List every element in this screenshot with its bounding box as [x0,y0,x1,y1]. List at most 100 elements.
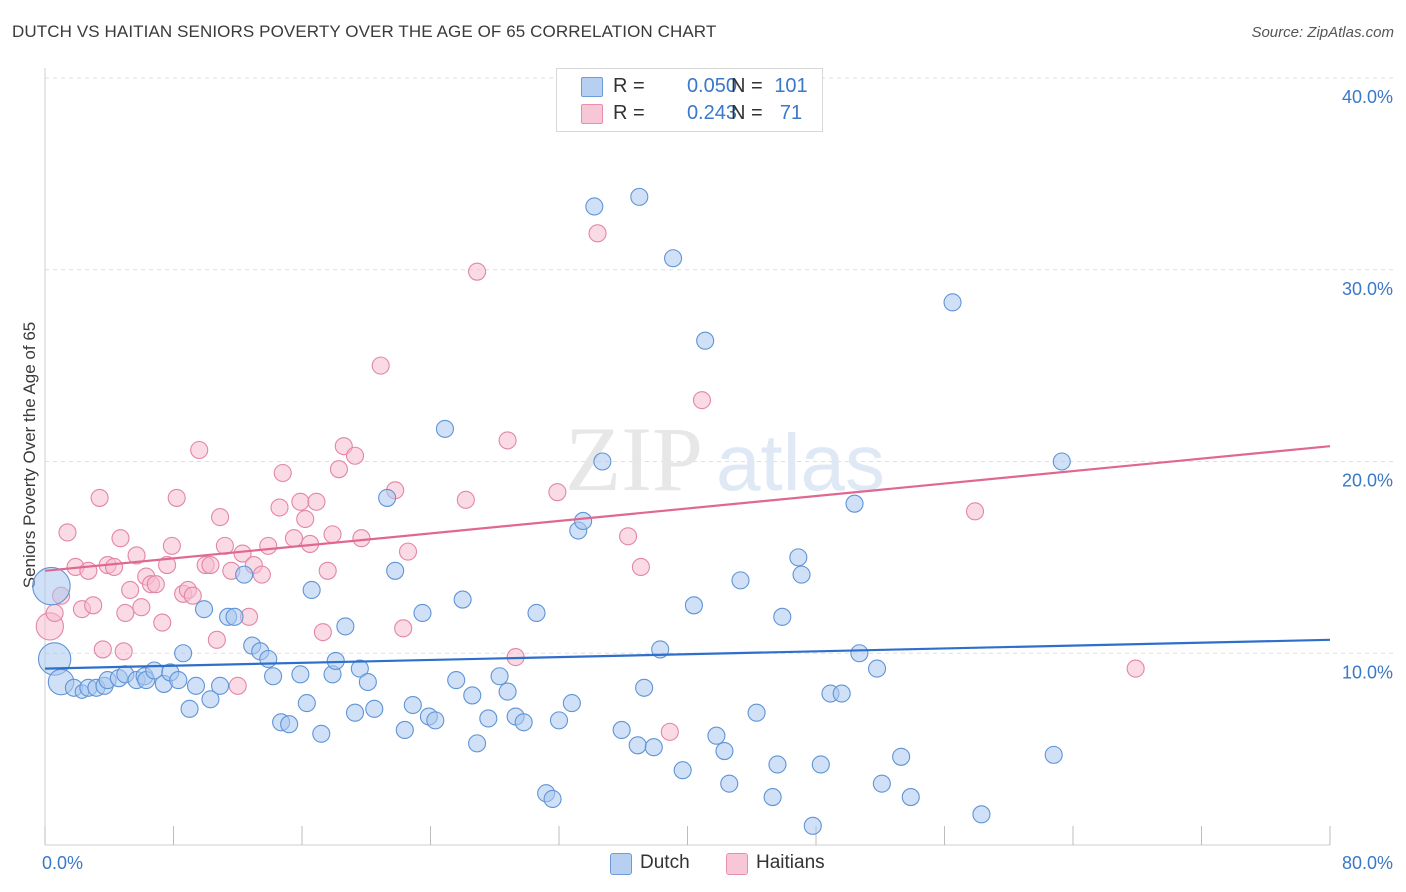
dutch-swatch [581,77,603,97]
dutch-point [832,684,851,703]
x-tick-label: 0.0% [42,853,83,873]
y-tick-label: 10.0% [1342,662,1393,682]
haitian-point [313,623,332,642]
dutch-point [186,676,206,695]
dutch-point [350,659,369,678]
dutch-point [297,694,316,713]
points-layer [32,187,1145,835]
watermark-zip: ZIP [565,408,703,510]
dutch-point [574,511,593,530]
haitian-point [398,542,418,561]
dutch-point [850,644,869,663]
n-value: 71 [779,102,803,124]
dutch-point [867,659,887,678]
stats-legend: R = 0.050 N = 101 R = 0.243 N = 71 [556,68,823,132]
dutch-legend-label: Dutch [640,852,690,873]
dutch-point [453,590,472,609]
dutch-point [707,726,726,745]
haitian-point [548,483,567,502]
haitian-point [228,676,247,695]
r-label: R = [613,75,645,97]
haitian-point [588,224,607,243]
haitian-point [183,586,202,605]
x-tick-label: 80.0% [1342,853,1393,873]
haitian-point [114,642,133,661]
r-label: R = [613,102,645,124]
dutch-point [696,331,715,350]
dutch-point [768,755,787,774]
haitian-point [619,527,638,546]
dutch-point [463,686,482,705]
dutch-point [644,738,663,757]
haitian-trend-line [44,445,1331,572]
axis-layer [44,68,1331,846]
dutch-point [747,703,766,722]
dutch-point [490,667,509,686]
dutch-point [628,736,647,755]
haitian-point [468,262,487,281]
dutch-point [715,741,734,761]
dutch-point [32,566,71,606]
dutch-point [773,607,792,626]
dutch-point [763,788,782,807]
dutch-point [395,720,414,740]
dutch-point [731,571,750,590]
dutch-point [673,761,692,780]
haitian-point [111,529,130,548]
dutch-point [211,676,230,695]
dutch-point [585,197,604,216]
dutch-point [845,494,864,513]
haitian-point [394,619,413,638]
haitian-point [153,613,172,632]
dutch-point [943,293,962,312]
haitian-swatch [581,104,603,124]
dutch-point [720,774,739,793]
dutch-point [447,671,466,690]
dutch-point [312,724,331,743]
haitian-point [105,557,124,577]
n-value: 101 [774,75,808,97]
dutch-point [901,788,920,807]
haitian-point [201,555,220,575]
haitian-point [211,508,230,527]
dutch-point [291,665,310,684]
haitian-point [158,555,177,575]
haitian-point [371,356,390,375]
dutch-point [264,667,283,686]
dutch-point [803,816,822,835]
series-legend: Dutch Haitians [0,852,1406,878]
dutch-point [302,580,321,600]
dutch-point [892,747,911,766]
dutch-point [792,565,811,584]
dutch-point [201,690,220,709]
dutch-point [468,734,487,753]
dutch-point [174,644,193,663]
haitian-point [692,391,712,410]
dutch-trend-line [44,638,1331,670]
dutch-point [365,699,384,718]
haitian-point [116,603,135,623]
source-label: Source: ZipAtlas.com [1251,24,1394,41]
trend-layer [44,445,1331,670]
dutch-point [972,805,991,824]
dutch-point [872,774,891,793]
dutch-point [358,672,377,692]
dutch-point [403,695,422,715]
haitian-point [252,565,271,584]
dutch-point [789,548,808,567]
haitian-point [58,523,77,542]
n-label: N = [731,75,763,97]
dutch-point [194,600,214,619]
dutch-point [543,789,562,809]
haitian-point [45,603,64,623]
haitian-point [79,561,98,580]
haitian-legend-swatch [726,853,748,875]
dutch-point [386,561,405,580]
dutch-point [225,607,244,626]
haitian-point [146,575,165,594]
haitian-point [329,460,348,479]
tick-labels: 10.0% 20.0% 30.0% 40.0% 0.0% 80.0% [42,87,1393,873]
haitian-point [1126,659,1145,678]
dutch-point [811,755,830,774]
dutch-point [630,187,649,206]
